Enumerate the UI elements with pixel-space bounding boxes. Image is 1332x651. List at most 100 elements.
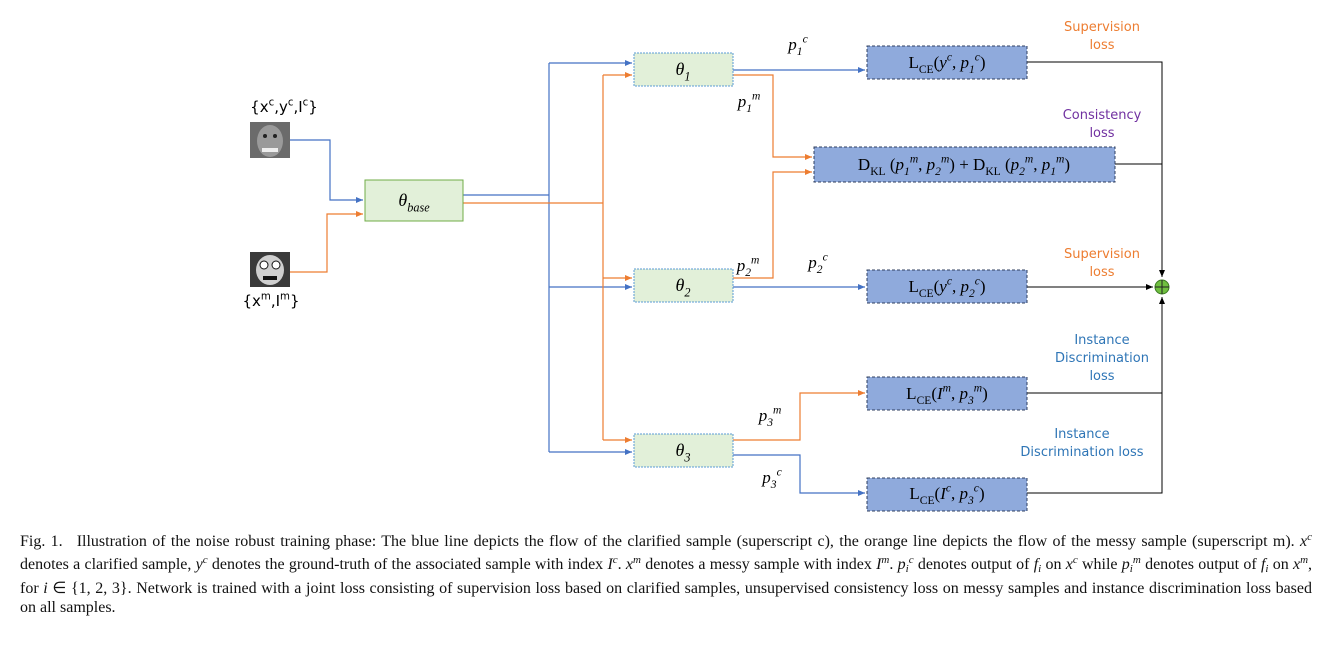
label-part: 1 (969, 63, 975, 76)
loss-note: Supervision (1064, 20, 1140, 35)
label-part: m (941, 152, 949, 165)
label-part: , (952, 53, 961, 72)
loss-note: Supervision (1064, 247, 1140, 262)
label-part: p (959, 384, 969, 403)
caption-part: c (612, 554, 618, 566)
label-part: p (758, 406, 768, 425)
caption-part: denotes output of (913, 556, 1034, 573)
label-part: c (947, 274, 952, 287)
caption-part: p (897, 556, 906, 573)
label-part: base (407, 200, 430, 214)
caption-part: denotes a messy sample with index (640, 556, 877, 573)
caption: Fig. 1. Illustration of the noise robust … (20, 528, 1312, 617)
label-part: I (939, 484, 947, 503)
math-label: θ2 (676, 275, 691, 299)
label-part: L (908, 277, 918, 296)
label-part: , (918, 155, 927, 174)
math-label: LCE(yc, p2c) (908, 274, 985, 300)
caption-part: i (1129, 563, 1133, 575)
caption-part: x (625, 556, 634, 573)
label-part: 1 (684, 69, 690, 83)
label-part: ) + D (949, 155, 985, 174)
label-part: θ (676, 275, 685, 295)
label-part: ) (980, 53, 986, 72)
loss-note: Discrimination loss (1020, 445, 1143, 460)
math-label: θbase (398, 190, 430, 214)
label-part: ,I (271, 292, 280, 310)
caption-part: while (1077, 556, 1122, 573)
label-part: c (946, 481, 951, 494)
caption-part: x (1300, 533, 1308, 550)
caption-part: c (1072, 554, 1078, 566)
caption-part: I (607, 556, 613, 573)
label-part: c (975, 50, 980, 63)
label-part: p (1010, 155, 1020, 174)
math-label: DKL (p1m, p2m) + DKL (p2m, p1m) (858, 152, 1070, 178)
label-part: c (288, 97, 294, 108)
caption-part: i (43, 580, 48, 597)
label-part: ,I (293, 98, 302, 116)
caption-part: on (1268, 556, 1293, 573)
sum-node (1154, 279, 1170, 295)
caption-part: on (1041, 556, 1066, 573)
clarified-flow (290, 60, 865, 496)
label-part: p (959, 484, 969, 503)
caption-part: . (617, 556, 626, 573)
caption-part: , for (20, 556, 1313, 597)
label-part: CE (917, 394, 932, 407)
label-part: I (936, 384, 944, 403)
math-label: p3m (758, 403, 782, 429)
label-part: m (261, 291, 271, 302)
caption-part: I (876, 556, 882, 573)
label-part: CE (919, 287, 934, 300)
loss-note: loss (1089, 265, 1114, 280)
math-label: LCE(yc, p1c) (908, 50, 985, 76)
math-label: θ3 (676, 440, 691, 464)
label-part: p (787, 35, 797, 54)
label-part: m (773, 403, 781, 416)
math-label: p2c (807, 250, 827, 276)
loss-note: Consistency (1063, 108, 1142, 123)
label-part: p (959, 53, 969, 72)
caption-part: i (1038, 563, 1042, 575)
label-part: 2 (1019, 165, 1025, 178)
label-part: , (951, 384, 960, 403)
label-part: {x (250, 98, 269, 116)
label-part: ) (982, 384, 988, 403)
caption-part: . (889, 556, 898, 573)
label-part: p (736, 256, 746, 275)
loss-sum-lines (1027, 61, 1165, 494)
caption-part: Illustration of the noise robust trainin… (76, 533, 1301, 550)
caption-part: f (1260, 556, 1266, 573)
label-part: L (908, 53, 918, 72)
label-part: , (1033, 155, 1042, 174)
label-part: m (910, 152, 918, 165)
label-part: {x (242, 292, 261, 310)
label-part: m (1025, 152, 1033, 165)
label-part: 1 (1050, 165, 1056, 178)
caption-part: denotes output of (1140, 556, 1261, 573)
caption-part: y (195, 556, 203, 573)
label-part: 2 (684, 285, 690, 299)
loss-note: loss (1089, 38, 1114, 53)
label-part: m (752, 89, 760, 102)
label-part: 3 (683, 450, 690, 464)
caption-part: f (1033, 556, 1039, 573)
label-part: ) (980, 277, 986, 296)
label-part: θ (676, 59, 685, 79)
math-label: p3c (761, 465, 781, 491)
messy-flow (290, 72, 865, 443)
label-part: θ (398, 190, 407, 210)
label-part: p (807, 253, 817, 272)
label-part: L (909, 484, 919, 503)
label-part: 3 (967, 394, 974, 407)
label-part: c (823, 250, 828, 263)
label-part: 2 (817, 263, 823, 276)
label-part: c (303, 97, 309, 108)
label-part: L (906, 384, 916, 403)
label-part: ,y (274, 98, 288, 116)
label-part: 1 (797, 45, 803, 58)
caption-part: m (1132, 554, 1141, 566)
caption-part: i (905, 563, 909, 575)
caption-part: m (633, 554, 641, 566)
